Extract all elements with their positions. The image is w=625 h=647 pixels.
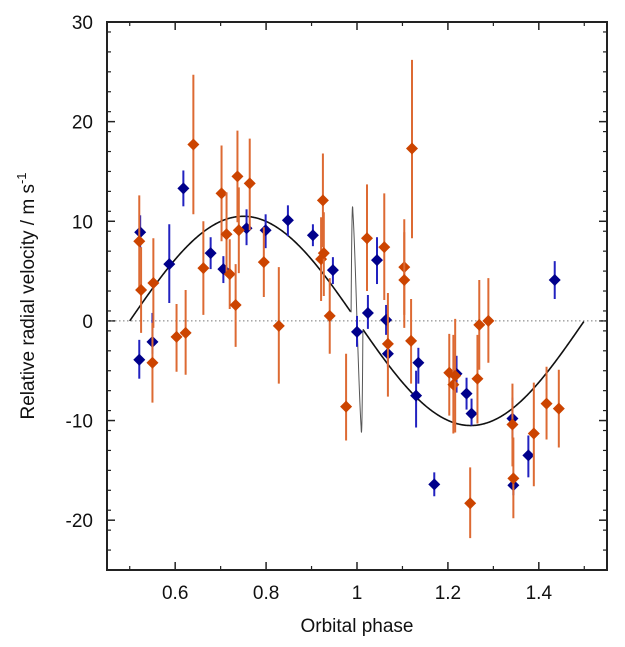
data-point bbox=[229, 298, 242, 311]
data-point bbox=[316, 194, 329, 207]
data-point bbox=[527, 427, 540, 440]
data-point bbox=[548, 274, 561, 287]
data-points bbox=[133, 59, 565, 539]
data-point bbox=[351, 325, 363, 338]
data-point bbox=[449, 369, 462, 382]
data-point bbox=[473, 318, 486, 331]
data-point bbox=[257, 256, 270, 269]
plot-frame bbox=[106, 21, 608, 571]
data-point bbox=[460, 387, 473, 400]
data-point bbox=[340, 400, 353, 413]
data-point bbox=[231, 170, 244, 183]
data-point bbox=[406, 142, 418, 155]
y-tick-label: 30 bbox=[72, 13, 93, 34]
series-orange bbox=[133, 59, 565, 539]
y-tick-label: 10 bbox=[72, 212, 93, 233]
axis-ticks bbox=[107, 21, 607, 571]
data-point bbox=[371, 254, 383, 267]
data-point bbox=[147, 277, 160, 290]
data-point bbox=[146, 356, 159, 369]
data-point bbox=[306, 229, 319, 242]
data-point bbox=[522, 449, 535, 462]
data-point bbox=[398, 274, 411, 287]
x-tick-label: 1 bbox=[352, 583, 363, 604]
data-point bbox=[323, 309, 336, 322]
data-point bbox=[204, 247, 217, 260]
data-point bbox=[163, 258, 176, 271]
data-point bbox=[506, 418, 519, 431]
y-tick-label: -20 bbox=[66, 511, 93, 532]
y-tick-label: 0 bbox=[82, 312, 93, 333]
data-point bbox=[405, 334, 418, 347]
data-point bbox=[177, 182, 190, 195]
data-point bbox=[179, 326, 192, 339]
data-point bbox=[412, 356, 425, 369]
data-point bbox=[471, 372, 484, 385]
data-point bbox=[540, 397, 553, 410]
x-tick-label: 0.8 bbox=[253, 583, 279, 604]
x-tick-label: 1.4 bbox=[526, 583, 553, 604]
data-point bbox=[197, 262, 210, 275]
data-point bbox=[361, 232, 373, 245]
data-point bbox=[482, 314, 495, 327]
data-point bbox=[552, 402, 565, 415]
x-tick-label: 0.6 bbox=[162, 583, 188, 604]
x-tick-label: 1.2 bbox=[435, 583, 461, 604]
data-point bbox=[428, 478, 441, 491]
y-tick-label: -10 bbox=[66, 412, 93, 433]
y-axis-title: Relative radial velocity / m s-1 bbox=[14, 172, 39, 419]
data-point bbox=[215, 187, 228, 200]
data-point bbox=[317, 247, 330, 260]
data-point bbox=[232, 224, 245, 237]
data-point bbox=[447, 378, 460, 391]
axis-tick-labels: 0.6 0.8 1 1.2 1.4 30 20 10 0 -10 -20 bbox=[66, 13, 553, 604]
keplerian-curve-pre-transit bbox=[129, 215, 352, 322]
y-axis-title-text: Relative radial velocity / m s bbox=[18, 184, 39, 419]
data-point bbox=[465, 407, 478, 420]
data-point bbox=[272, 319, 285, 332]
data-point bbox=[259, 224, 272, 237]
data-point bbox=[133, 353, 146, 366]
data-point bbox=[187, 138, 200, 151]
y-axis-title-superscript: -1 bbox=[14, 172, 29, 184]
data-point bbox=[507, 472, 520, 485]
data-point bbox=[410, 389, 423, 402]
data-point bbox=[220, 228, 233, 241]
data-point bbox=[378, 241, 391, 254]
data-point bbox=[464, 497, 477, 510]
data-point bbox=[380, 313, 393, 326]
data-point bbox=[281, 214, 294, 227]
data-point bbox=[326, 264, 339, 277]
data-point bbox=[170, 330, 183, 343]
data-point bbox=[381, 337, 394, 350]
series-blue bbox=[133, 170, 561, 497]
x-axis-title: Orbital phase bbox=[300, 616, 413, 637]
data-point bbox=[243, 177, 256, 190]
y-tick-label: 20 bbox=[72, 113, 93, 134]
data-point bbox=[361, 306, 374, 319]
data-point bbox=[133, 235, 146, 248]
data-point bbox=[135, 284, 148, 297]
data-point bbox=[223, 268, 236, 281]
